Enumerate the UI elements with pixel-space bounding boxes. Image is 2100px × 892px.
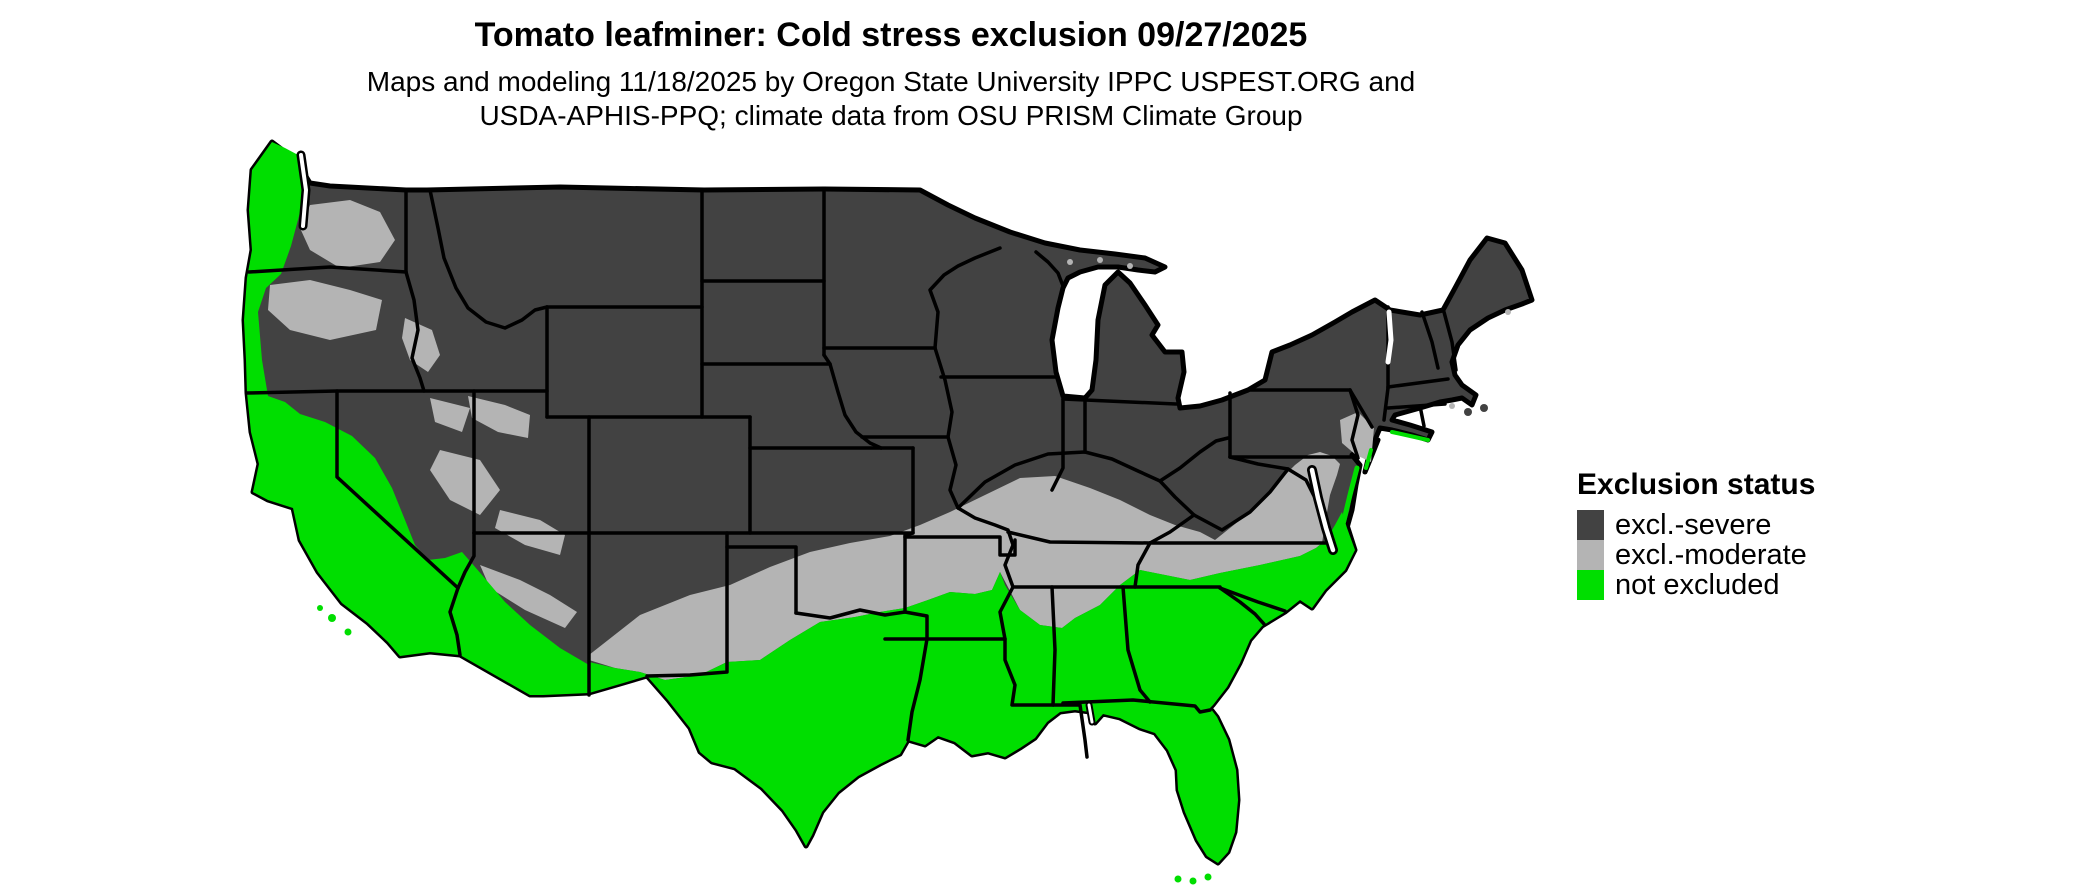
lake-champlain	[1385, 309, 1394, 365]
border-ms-al	[1050, 585, 1057, 707]
border-ma-ct-ri	[1386, 402, 1447, 410]
border-mn-wi	[928, 246, 1002, 350]
legend-row-moderate: excl.-moderate	[1577, 540, 1815, 570]
legend-row-not-excluded: not excluded	[1577, 570, 1815, 600]
border-nm-tx	[645, 531, 729, 678]
border-ga-al	[1121, 585, 1152, 704]
border-or-ca-nv-ut-north	[245, 389, 549, 395]
moderate-maine-speck	[1505, 309, 1511, 315]
green-west-coast	[244, 142, 589, 695]
legend-label-not-excluded: not excluded	[1615, 569, 1780, 601]
border-ky-va	[1148, 513, 1196, 545]
green-florida-key-3	[1204, 873, 1212, 881]
border-mi-in-oh	[1061, 397, 1178, 406]
border-ct-ny	[1382, 386, 1390, 422]
moderate-mogollon	[480, 565, 577, 628]
map-regions-not-excluded	[244, 142, 1430, 885]
legend-title: Exclusion status	[1577, 468, 1816, 501]
moderate-snake-plain	[468, 396, 530, 438]
green-florida-key-2	[1189, 877, 1197, 885]
border-tx-la	[906, 637, 929, 742]
island-nantucket	[1480, 404, 1488, 412]
border-mo-ar	[903, 535, 1017, 557]
border-nh-me	[1442, 310, 1458, 372]
border-id-mt	[428, 188, 549, 330]
legend-swatch-moderate	[1577, 540, 1604, 570]
map-title: Tomato leafminer: Cold stress exclusion …	[474, 16, 1308, 54]
border-ga-sc	[1218, 586, 1266, 626]
moderate-new-jersey	[1340, 412, 1374, 462]
legend-label-severe: excl.-severe	[1615, 509, 1772, 541]
green-southeast	[589, 512, 1355, 863]
legend-swatch-severe	[1577, 510, 1604, 540]
border-ohio-river	[956, 436, 1230, 510]
legend-label-moderate: excl.-moderate	[1615, 539, 1807, 571]
border-ky-tn	[1006, 530, 1152, 545]
green-longisland-sliver	[1390, 430, 1430, 442]
moderate-nevada-2	[430, 450, 500, 515]
legend-row-severe: excl.-severe	[1577, 510, 1815, 540]
border-wa-or	[247, 265, 408, 274]
border-wi-mi	[1034, 250, 1065, 288]
border-nv-az-ca-az	[448, 531, 476, 657]
border-tn-nc	[1133, 541, 1152, 589]
border-nc-sc	[1218, 586, 1287, 613]
moderate-up-speck-2	[1097, 257, 1103, 263]
green-channel-island-2	[344, 628, 352, 636]
border-ks-mo-ok-ar	[903, 446, 915, 614]
border-tx-panhandle	[725, 545, 798, 615]
moderate-nevada-1	[430, 398, 470, 432]
moderate-central-band	[589, 452, 1340, 680]
map-subtitle: Maps and modeling 11/18/2025 by Oregon S…	[367, 65, 1415, 133]
moderate-up-speck-3	[1127, 263, 1133, 269]
legend-swatch-not-excluded	[1577, 570, 1604, 600]
green-nj-sliver	[1364, 448, 1373, 470]
green-delmarva-sliver	[1335, 465, 1360, 545]
border-ma-north	[1386, 377, 1450, 389]
puget-sound	[299, 153, 309, 228]
map-subtitle-line2: USDA-APHIS-PPQ; climate data from OSU PR…	[479, 100, 1303, 131]
border-il-in	[1050, 397, 1065, 492]
mobile-bay	[1087, 703, 1094, 724]
moderate-up-speck-1	[1067, 259, 1073, 265]
border-mississippi-river	[933, 346, 1089, 759]
border-ct-ri	[1418, 404, 1426, 428]
map-header: Tomato leafminer: Cold stress exclusion …	[367, 16, 1415, 133]
border-al-fl-ga-fl	[1061, 698, 1212, 714]
moderate-capecod-speck	[1449, 403, 1455, 409]
border-wv-va	[1192, 467, 1290, 532]
border-ky-wv	[1158, 479, 1196, 517]
moderate-columbia-basin	[300, 200, 395, 268]
green-channel-island-1	[328, 614, 336, 622]
border-or-id	[404, 270, 426, 393]
border-nj-pa-delaware-river	[1348, 388, 1360, 460]
border-ca-nv	[335, 389, 460, 590]
island-marthas-vineyard	[1464, 408, 1472, 416]
chesapeake-bay	[1309, 467, 1336, 553]
border-vt-nh	[1420, 310, 1440, 370]
moderate-ne-oregon	[268, 280, 382, 340]
green-florida-key-1	[1174, 875, 1182, 883]
border-red-river	[794, 608, 929, 641]
green-channel-island-3	[317, 605, 323, 611]
border-missouri-river	[822, 353, 883, 450]
water-features	[296, 150, 1394, 726]
state-borders	[245, 188, 1458, 759]
map-subtitle-line1: Maps and modeling 11/18/2025 by Oregon S…	[366, 66, 1416, 97]
legend: Exclusion status excl.-severe excl.-mode…	[1577, 468, 1815, 600]
